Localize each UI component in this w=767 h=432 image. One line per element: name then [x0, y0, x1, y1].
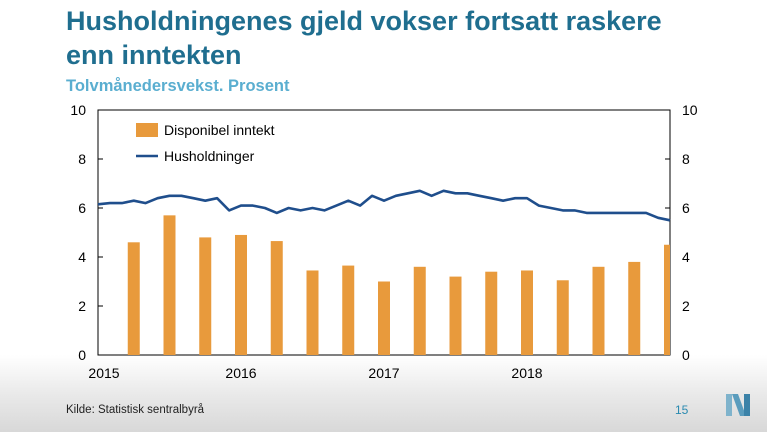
y-tick-label-right: 6: [682, 200, 690, 216]
page-number: 15: [675, 403, 689, 417]
y-tick-label-left: 0: [78, 347, 86, 363]
bar: [163, 215, 176, 355]
bar: [235, 234, 247, 355]
y-tick-label-left: 6: [78, 200, 86, 216]
bar: [413, 266, 426, 355]
bar: [378, 281, 390, 355]
bar: [556, 280, 569, 355]
y-tick-label-right: 10: [682, 102, 698, 118]
legend-label: Husholdninger: [164, 148, 255, 164]
y-tick-label-left: 10: [70, 102, 86, 118]
y-tick-label-left: 2: [78, 298, 86, 314]
source-note: Kilde: Statistisk sentralbyrå: [66, 404, 205, 416]
y-tick-label-right: 8: [682, 151, 690, 167]
x-tick-label: 2015: [88, 365, 119, 381]
bar: [127, 242, 140, 355]
x-tick-label: 2016: [225, 365, 256, 381]
bar: [199, 237, 212, 355]
x-tick-label: 2017: [368, 365, 399, 381]
bar: [342, 265, 355, 355]
bar: [449, 276, 462, 355]
x-tick-label: 2018: [511, 365, 542, 381]
slide-title: Husholdningenes gjeld vokser fortsatt ra…: [66, 6, 662, 70]
bar: [485, 271, 498, 355]
y-tick-label-left: 8: [78, 151, 86, 167]
bar: [521, 270, 533, 355]
legend-swatch-bar: [136, 123, 158, 137]
y-tick-label-right: 0: [682, 347, 690, 363]
chart-subtitle: Tolvmånedersvekst. Prosent: [66, 77, 290, 95]
norges-bank-logo-icon: [726, 394, 750, 416]
bar: [592, 266, 605, 355]
bar: [664, 244, 670, 355]
y-tick-label-left: 4: [78, 249, 86, 265]
legend-label: Disponibel inntekt: [164, 122, 275, 138]
y-tick-label-right: 2: [682, 298, 690, 314]
y-tick-label-right: 4: [682, 249, 690, 265]
bar: [628, 261, 641, 355]
bar: [270, 241, 283, 355]
bar: [306, 270, 319, 355]
series-line: [97, 189, 671, 222]
